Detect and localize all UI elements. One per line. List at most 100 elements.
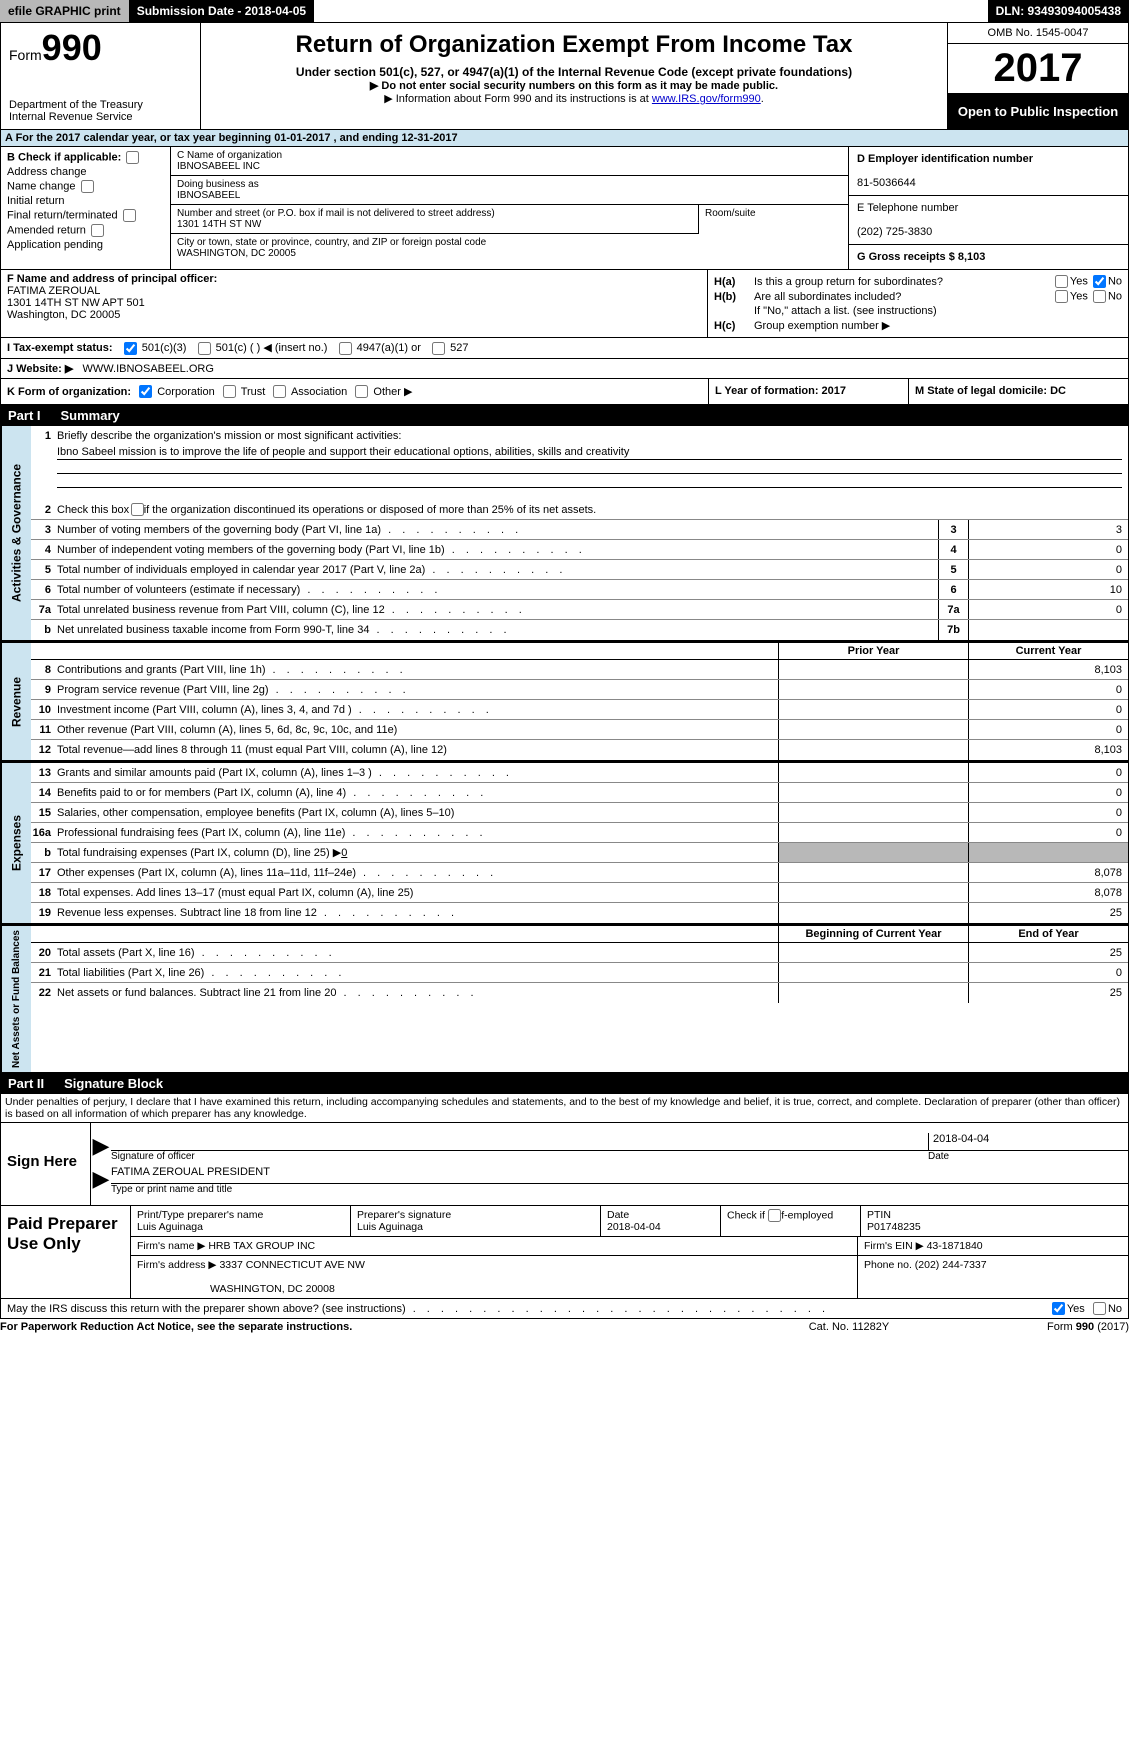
efile-print-button[interactable]: efile GRAPHIC print — [0, 0, 129, 22]
sign-here-label: Sign Here — [1, 1123, 91, 1205]
arrow-icon: ▶ — [91, 1166, 111, 1195]
line-8-value: 8,103 — [968, 660, 1128, 679]
line-11-label: Other revenue (Part VIII, column (A), li… — [57, 722, 778, 738]
org-name-field: C Name of organizationIBNOSABEEL INC — [171, 147, 848, 176]
street-field: Number and street (or P.O. box if mail i… — [171, 205, 698, 234]
line-2-label: Check this box ▶ if the organization dis… — [57, 501, 1128, 519]
discuss-yes[interactable] — [1052, 1302, 1065, 1315]
part-1-header: Part I Summary — [0, 405, 1129, 426]
check-discontinued[interactable] — [131, 503, 144, 516]
line-18-value: 8,078 — [968, 883, 1128, 902]
form-subtitle: Under section 501(c), 527, or 4947(a)(1)… — [209, 65, 939, 79]
dln-label: DLN: 93493094005438 — [988, 0, 1129, 22]
line-17-label: Other expenses (Part IX, column (A), lin… — [57, 865, 778, 881]
line-16b-label: Total fundraising expenses (Part IX, col… — [57, 844, 778, 861]
check-name-change[interactable] — [81, 180, 94, 193]
gross-receipts-field: G Gross receipts $ 8,103 — [849, 245, 1128, 269]
date-label: Date — [928, 1151, 1128, 1162]
signature-date: 2018-04-04 — [928, 1133, 1128, 1150]
discuss-no[interactable] — [1093, 1302, 1106, 1315]
col-header-end: End of Year — [968, 926, 1128, 942]
line-3-value: 3 — [968, 520, 1128, 539]
check-association[interactable] — [273, 385, 286, 398]
line-12-value: 8,103 — [968, 740, 1128, 760]
check-501c[interactable] — [198, 342, 211, 355]
penalties-of-perjury: Under penalties of perjury, I declare th… — [0, 1094, 1129, 1123]
hb-yes[interactable] — [1055, 290, 1068, 303]
line-14-label: Benefits paid to or for members (Part IX… — [57, 785, 778, 801]
discuss-with-preparer: May the IRS discuss this return with the… — [7, 1303, 1050, 1315]
tax-exempt-status: I Tax-exempt status: 501(c)(3) 501(c) ( … — [1, 338, 708, 358]
line-12-label: Total revenue—add lines 8 through 11 (mu… — [57, 742, 778, 758]
line-16a-value: 0 — [968, 823, 1128, 842]
check-self-employed[interactable] — [768, 1209, 781, 1222]
room-suite-field: Room/suite — [698, 205, 848, 234]
check-trust[interactable] — [223, 385, 236, 398]
line-18-label: Total expenses. Add lines 13–17 (must eq… — [57, 885, 778, 901]
preparer-date: Date2018-04-04 — [601, 1206, 721, 1236]
omb-number: OMB No. 1545-0047 — [948, 23, 1128, 44]
ha-yes[interactable] — [1055, 275, 1068, 288]
line-10-label: Investment income (Part VIII, column (A)… — [57, 702, 778, 718]
check-501c3[interactable] — [124, 342, 137, 355]
line-4-label: Number of independent voting members of … — [57, 542, 938, 558]
submission-date: Submission Date - 2018-04-05 — [129, 0, 314, 22]
form-footer: Form 990 (2017) — [949, 1321, 1129, 1333]
arrow-icon: ▶ — [91, 1133, 111, 1162]
check-final[interactable] — [123, 209, 136, 222]
check-other[interactable] — [355, 385, 368, 398]
form-note-link: ▶ Information about Form 990 and its ins… — [209, 92, 939, 105]
signature-officer-label: Signature of officer — [111, 1151, 928, 1162]
line-15-label: Salaries, other compensation, employee b… — [57, 805, 778, 821]
top-bar: efile GRAPHIC print Submission Date - 20… — [0, 0, 1129, 22]
vert-label-expenses: Expenses — [1, 763, 31, 923]
form-note-ssn: ▶ Do not enter social security numbers o… — [209, 79, 939, 92]
state-of-domicile: M State of legal domicile: DC — [908, 379, 1128, 405]
dept-treasury: Department of the TreasuryInternal Reven… — [9, 99, 192, 123]
line-3-label: Number of voting members of the governin… — [57, 522, 938, 538]
cat-number: Cat. No. 11282Y — [749, 1321, 949, 1333]
hb-no[interactable] — [1093, 290, 1106, 303]
line-9-label: Program service revenue (Part VIII, line… — [57, 682, 778, 698]
mission-text: Ibno Sabeel mission is to improve the li… — [57, 446, 1122, 460]
dba-field: Doing business asIBNOSABEEL — [171, 176, 848, 205]
form-of-organization: K Form of organization: Corporation Trus… — [1, 379, 708, 405]
check-527[interactable] — [432, 342, 445, 355]
year-of-formation: L Year of formation: 2017 — [708, 379, 908, 405]
check-corporation[interactable] — [139, 385, 152, 398]
line-11-value: 0 — [968, 720, 1128, 739]
irs-link[interactable]: www.IRS.gov/form990 — [652, 93, 761, 105]
firm-name: Firm's name ▶ HRB TAX GROUP INC — [131, 1237, 858, 1255]
line-22-value: 25 — [968, 983, 1128, 1003]
tax-year: 2017 — [948, 44, 1128, 94]
line-21-value: 0 — [968, 963, 1128, 982]
line-6-label: Total number of volunteers (estimate if … — [57, 582, 938, 598]
part-2-header: Part II Signature Block — [0, 1073, 1129, 1094]
line-22-label: Net assets or fund balances. Subtract li… — [57, 985, 778, 1001]
line-1-label: Briefly describe the organization's miss… — [57, 428, 1128, 444]
ha-no[interactable] — [1093, 275, 1106, 288]
preparer-signature: Preparer's signatureLuis Aguinaga — [351, 1206, 601, 1236]
line-4-value: 0 — [968, 540, 1128, 559]
firm-ein: Firm's EIN ▶ 43-1871840 — [858, 1237, 1128, 1255]
col-header-prior-year: Prior Year — [778, 643, 968, 659]
line-7a-label: Total unrelated business revenue from Pa… — [57, 602, 938, 618]
telephone-field: E Telephone number(202) 725-3830 — [849, 196, 1128, 245]
form-number: Form990 — [9, 27, 192, 69]
line-20-label: Total assets (Part X, line 16) — [57, 945, 778, 961]
line-21-label: Total liabilities (Part X, line 26) — [57, 965, 778, 981]
check-4947[interactable] — [339, 342, 352, 355]
check-applicable[interactable] — [126, 151, 139, 164]
line-10-value: 0 — [968, 700, 1128, 719]
line-20-value: 25 — [968, 943, 1128, 962]
firm-address: Firm's address ▶ 3337 CONNECTICUT AVE NW… — [131, 1256, 858, 1298]
column-b-checkboxes: B Check if applicable: Address change Na… — [1, 147, 171, 269]
line-6-value: 10 — [968, 580, 1128, 599]
check-amended[interactable] — [91, 224, 104, 237]
line-5-label: Total number of individuals employed in … — [57, 562, 938, 578]
line-13-value: 0 — [968, 763, 1128, 782]
firm-phone: Phone no. (202) 244-7337 — [858, 1256, 1128, 1298]
line-17-value: 8,078 — [968, 863, 1128, 882]
preparer-name: Print/Type preparer's nameLuis Aguinaga — [131, 1206, 351, 1236]
line-19-value: 25 — [968, 903, 1128, 923]
